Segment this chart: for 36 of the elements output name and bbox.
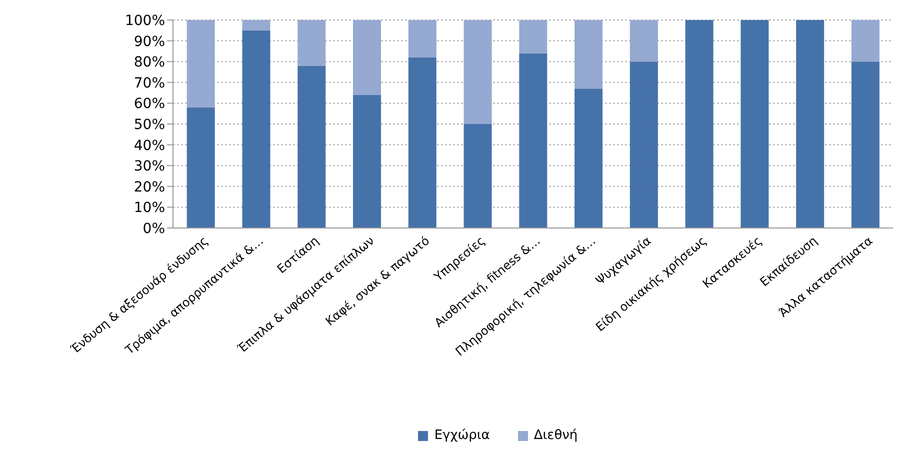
- y-tick-label: 10%: [134, 200, 165, 216]
- bar: [242, 20, 270, 30]
- bar: [519, 53, 548, 228]
- bar: [519, 20, 548, 54]
- bar: [464, 124, 492, 228]
- y-tick-label: 80%: [134, 54, 165, 71]
- bar: [740, 20, 769, 228]
- bar: [298, 66, 326, 228]
- y-tick-label: 50%: [134, 116, 165, 133]
- y-tick-label: 0%: [142, 220, 165, 237]
- bar: [298, 20, 326, 66]
- y-tick-label: 20%: [134, 179, 165, 196]
- bar: [851, 62, 880, 228]
- y-tick-label: 90%: [134, 34, 165, 50]
- bar: [408, 20, 436, 58]
- legend-label: Εγχώρια: [434, 428, 490, 443]
- legend-label: Διεθνή: [534, 428, 578, 443]
- bar: [796, 20, 824, 228]
- bar: [186, 107, 215, 228]
- y-tick-label: 60%: [134, 96, 165, 112]
- y-tick-label: 40%: [134, 138, 165, 154]
- bar: [464, 20, 492, 124]
- bar: [630, 20, 658, 62]
- bar: [630, 62, 658, 228]
- bar: [574, 88, 603, 228]
- y-tick-label: 70%: [134, 75, 165, 92]
- bar: [353, 20, 381, 95]
- bar: [353, 94, 381, 228]
- bar: [685, 20, 714, 228]
- bar: [574, 20, 603, 89]
- bar: [851, 20, 880, 62]
- bar: [242, 30, 270, 228]
- bar: [186, 20, 215, 108]
- bar: [408, 57, 436, 228]
- y-tick-label: 30%: [134, 158, 165, 175]
- y-tick-label: 100%: [124, 12, 165, 29]
